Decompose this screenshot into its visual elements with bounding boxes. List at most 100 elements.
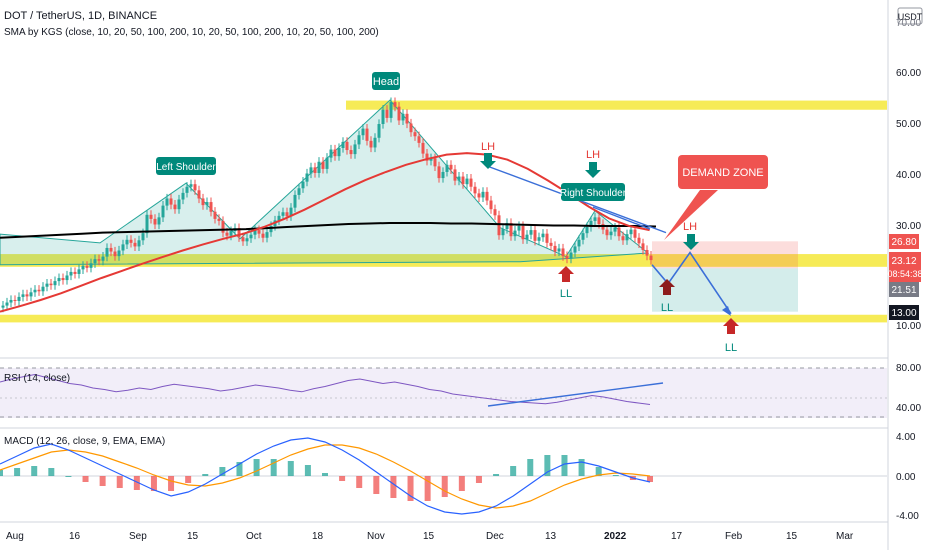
right-shoulder-bg <box>561 183 625 201</box>
macd-histogram-bar <box>544 455 551 476</box>
candle-body <box>237 228 241 238</box>
candle-body <box>97 259 101 261</box>
rsi-line <box>0 373 651 405</box>
left-shoulder-bg <box>156 157 216 175</box>
candle-body <box>109 247 113 252</box>
candle-body <box>457 176 461 181</box>
candle-body <box>305 173 309 182</box>
rsi-legend: RSI (14, close) <box>4 373 70 384</box>
left-shoulder-label[interactable]: Left Shoulder <box>156 157 216 175</box>
candle-body <box>385 109 389 118</box>
macd-histogram-bar <box>253 459 260 476</box>
macd-histogram-bar <box>48 468 55 476</box>
price-tick-40: 40.00 <box>896 170 921 181</box>
candle-body <box>521 226 525 240</box>
macd-histogram-bar <box>475 476 482 483</box>
candle-body <box>509 222 513 237</box>
time-label-sep: Sep <box>129 531 147 542</box>
right-shoulder-label[interactable]: Right Shoulder <box>560 183 627 201</box>
candle-body <box>417 136 421 143</box>
macd-histogram-bar <box>65 476 72 477</box>
currency-box[interactable]: USDT <box>897 7 923 25</box>
stop-label-bg <box>889 234 919 249</box>
head-label[interactable]: Head <box>372 72 400 90</box>
macd-histogram-bar <box>390 476 397 498</box>
price-tick-30: 30.00 <box>896 221 921 232</box>
time-label-aug: Aug <box>6 531 24 542</box>
candle-body <box>173 204 177 210</box>
candle-body <box>161 205 165 218</box>
candle-body <box>33 289 37 293</box>
candle-body <box>221 220 225 233</box>
candle-body <box>21 294 25 297</box>
macd-histogram-bar <box>356 476 363 488</box>
candle-body <box>465 178 469 185</box>
time-label-mar: Mar <box>836 531 854 542</box>
candle-body <box>365 128 369 141</box>
price-tick-partial: 70.00 <box>896 18 921 29</box>
macd-histogram-bar <box>493 474 500 476</box>
entry-label-bg <box>889 282 919 297</box>
candle-body <box>593 217 597 221</box>
time-axis: Aug 16 Sep 15 Oct 18 Nov 15 Dec 13 2022 … <box>6 531 854 542</box>
bar-countdown: 08:54:38 <box>887 269 922 279</box>
macd-histogram-bar <box>304 465 311 476</box>
lh-arrow-2 <box>585 162 601 178</box>
candle-body <box>645 249 649 256</box>
macd-line <box>0 437 651 515</box>
candle-body <box>181 192 185 200</box>
demand-zone-callout[interactable]: DEMAND ZONE <box>664 155 768 240</box>
candle-body <box>129 239 133 243</box>
candle-body <box>329 149 333 158</box>
candle-body <box>621 236 625 241</box>
candle-body <box>229 231 233 236</box>
macd-pane <box>0 437 887 515</box>
candle-body <box>561 248 565 257</box>
candle-body <box>413 132 417 137</box>
macd-histogram-bar <box>14 468 21 476</box>
candle-body <box>349 150 353 155</box>
candle-body <box>357 135 361 145</box>
candle-body <box>373 137 377 148</box>
candle-body <box>581 233 585 240</box>
candle-body <box>401 113 405 121</box>
candle-body <box>605 229 609 236</box>
ll-arrow-3 <box>723 318 739 334</box>
time-label-15b: 15 <box>423 531 435 542</box>
candle-body <box>397 106 401 121</box>
candle-body <box>9 299 13 303</box>
candle-body <box>573 246 577 253</box>
candle-body <box>321 161 325 169</box>
candle-body <box>409 123 413 133</box>
ll-label-2: LL <box>661 302 673 314</box>
candle-body <box>49 283 53 286</box>
candle-body <box>313 167 317 173</box>
candle-body <box>337 147 341 157</box>
candle-body <box>197 190 201 199</box>
candle-body <box>641 243 645 250</box>
demand-callout-pointer <box>664 190 718 240</box>
candle-body <box>149 214 153 219</box>
rsi-pane <box>0 367 887 418</box>
candle-body <box>137 240 141 247</box>
ll-arrow-1 <box>558 266 574 282</box>
candle-body <box>609 231 613 236</box>
candle-body <box>297 188 301 195</box>
candle-body <box>37 289 41 292</box>
price-tick-50: 50.00 <box>896 119 921 130</box>
candle-body <box>301 181 305 189</box>
candle-body <box>257 230 261 234</box>
candle-body <box>73 271 77 274</box>
candle-body <box>241 237 245 242</box>
candle-body <box>493 209 497 216</box>
macd-histogram-bar <box>287 461 294 476</box>
macd-histogram-bar <box>202 474 209 476</box>
candle-body <box>249 234 253 239</box>
candle-body <box>501 229 505 236</box>
candle-body <box>473 186 477 194</box>
candle-body <box>369 140 373 148</box>
candle-body <box>377 124 381 138</box>
last-price-label: 23.12 <box>891 256 916 267</box>
